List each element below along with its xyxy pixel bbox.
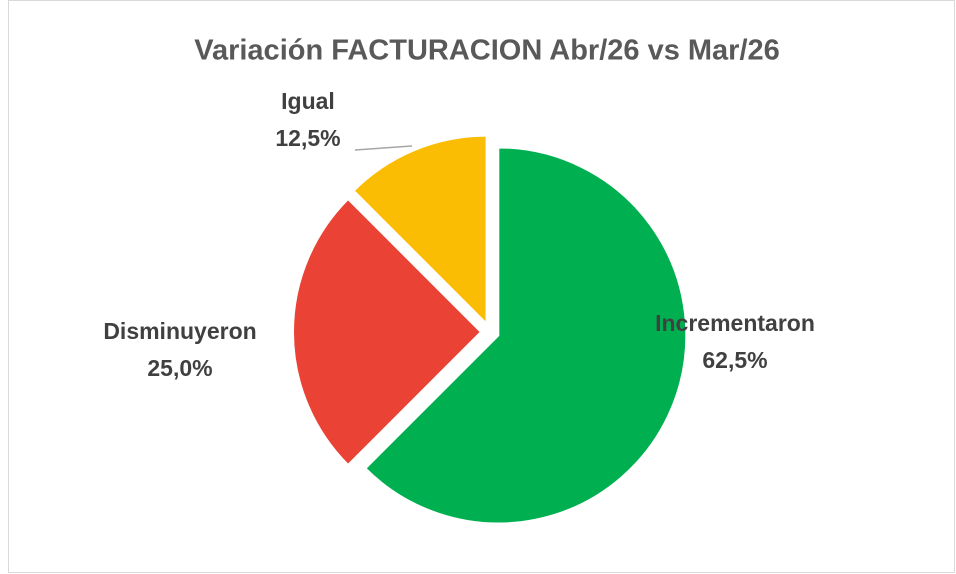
chart-title: Variación FACTURACION Abr/26 vs Mar/26 bbox=[194, 35, 780, 67]
slice-value-label: 12,5% bbox=[275, 125, 340, 151]
pie-slice bbox=[292, 197, 483, 467]
slice-label: Igual bbox=[281, 88, 335, 114]
slice-value-label: 62,5% bbox=[702, 347, 767, 373]
pie-slice bbox=[352, 134, 488, 327]
slice-label: Disminuyeron bbox=[103, 318, 256, 344]
slice-label: Incrementaron bbox=[655, 310, 815, 336]
slice-value-label: 25,0% bbox=[147, 355, 212, 381]
leader-line bbox=[354, 145, 413, 151]
pie-slice bbox=[363, 146, 688, 525]
